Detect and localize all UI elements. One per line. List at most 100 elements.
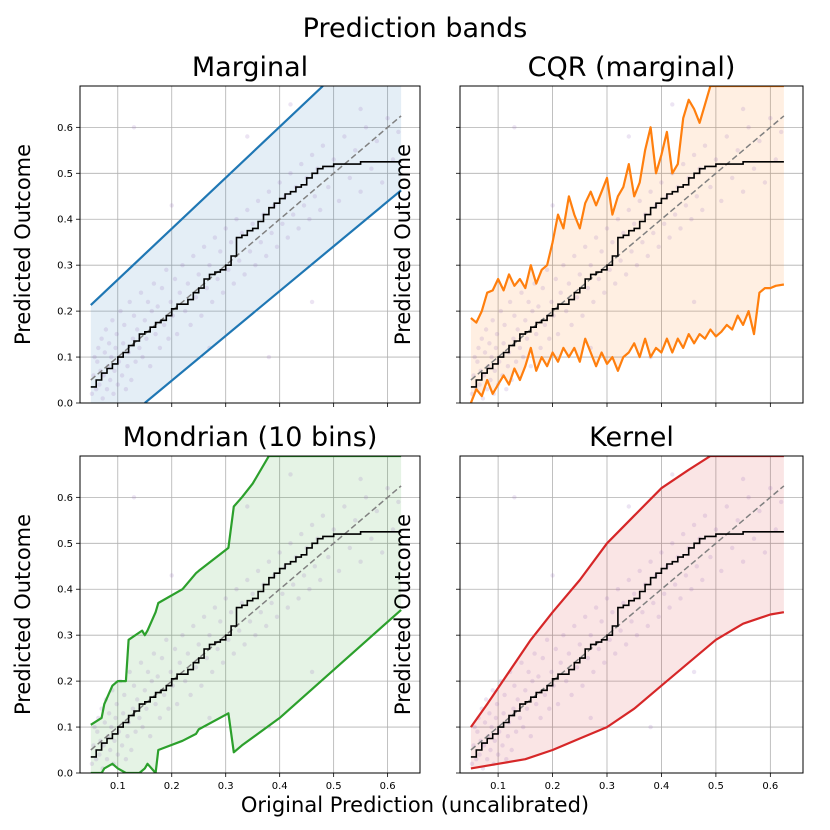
scatter-point	[201, 614, 207, 619]
y-tick-label: 0.3	[57, 631, 73, 642]
scatter-point	[157, 345, 163, 351]
scatter-point	[320, 143, 326, 148]
scatter-point	[547, 706, 552, 711]
x-tick-label: 0.2	[545, 781, 561, 792]
subplot-title: Kernel	[589, 422, 674, 453]
scatter-point	[336, 198, 342, 204]
scatter-point	[740, 559, 746, 564]
y-axis-label: Predicted Outcome	[11, 144, 35, 345]
scatter-point	[607, 637, 612, 642]
scatter-point	[183, 678, 188, 684]
scatter-point	[494, 701, 500, 707]
grid	[80, 86, 420, 404]
scatter-point	[689, 587, 694, 592]
scatter-point	[477, 752, 482, 757]
scatter-point	[358, 559, 363, 564]
scatter-point	[694, 194, 699, 199]
scatter-point	[564, 308, 569, 314]
scatter-point	[667, 605, 672, 610]
scatter-point	[623, 272, 629, 277]
scatter-point	[106, 711, 112, 716]
scatter-point	[309, 152, 315, 158]
scatter-point	[481, 743, 487, 748]
scatter-point	[269, 230, 274, 236]
scatter-point	[369, 166, 374, 171]
scatter-point	[746, 125, 751, 130]
scatter-point	[553, 276, 558, 282]
scatter-point	[119, 373, 125, 378]
scatter-point	[746, 495, 751, 500]
plot-area	[469, 456, 785, 771]
scatter-point	[212, 235, 218, 240]
scatter-point	[588, 715, 593, 721]
scatter-point	[131, 125, 137, 130]
scatter-point	[307, 587, 312, 592]
scatter-point	[735, 518, 740, 523]
scatter-point	[169, 573, 174, 578]
scatter-point	[596, 646, 601, 652]
scatter-point	[483, 697, 489, 702]
scatter-point	[159, 655, 165, 661]
scatter-point	[632, 591, 637, 596]
identity-line	[90, 485, 402, 751]
scatter-point	[493, 345, 499, 351]
identity-line	[470, 485, 785, 751]
scatter-point	[610, 240, 615, 245]
scatter-point	[702, 513, 708, 518]
scatter-point	[210, 299, 215, 305]
scatter-point	[109, 354, 114, 360]
scatter-point	[735, 148, 740, 153]
scatter-point	[97, 752, 102, 757]
scatter-point	[482, 350, 488, 355]
scatter-point	[168, 299, 173, 305]
x-tick-label: 0.5	[708, 781, 724, 792]
scatter-point	[558, 660, 563, 665]
scatter-point	[640, 240, 645, 245]
scatter-point	[542, 692, 548, 698]
scatter-point	[280, 221, 285, 226]
scatter-point	[504, 757, 509, 762]
scatter-point	[561, 633, 566, 638]
scatter-point	[122, 692, 127, 698]
scatter-point	[523, 688, 528, 693]
scatter-point	[740, 476, 746, 482]
scatter-point	[131, 313, 137, 318]
scatter-point	[307, 217, 312, 222]
prediction-band	[90, 86, 402, 403]
scatter-point	[730, 175, 735, 181]
scatter-point	[550, 573, 555, 578]
scatter-point	[481, 373, 487, 378]
scatter-point	[626, 504, 631, 509]
scatter-point	[498, 308, 503, 314]
subplot-title: Mondrian (10 bins)	[123, 422, 378, 453]
scatter-point	[108, 377, 113, 383]
scatter-point	[97, 382, 102, 387]
scatter-point	[245, 504, 250, 509]
scatter-point	[301, 573, 307, 578]
y-tick-label: 0.0	[57, 769, 73, 780]
scatter-point	[144, 706, 149, 711]
scatter-point	[199, 313, 204, 318]
scatter-point	[585, 285, 591, 291]
scatter-point	[207, 633, 212, 638]
scatter-point	[247, 249, 253, 254]
scatter-point	[648, 189, 653, 194]
scatter-point	[177, 660, 182, 665]
scatter-point	[255, 568, 261, 574]
scatter-point	[656, 614, 661, 619]
scatter-point	[526, 669, 531, 675]
scatter-point	[162, 322, 167, 328]
scatter-point	[288, 171, 293, 176]
y-tick-label: 0.4	[57, 585, 73, 596]
scatter-point	[751, 166, 757, 171]
scatter-point	[662, 221, 667, 226]
scatter-point	[148, 734, 153, 739]
scatter-point	[131, 683, 137, 688]
scatter-point	[125, 734, 130, 739]
scatter-point	[358, 189, 363, 194]
scatter-point	[291, 212, 296, 217]
scatter-point	[488, 747, 493, 753]
prediction-band	[90, 456, 402, 773]
scatter-point	[490, 688, 495, 693]
scatter-point	[523, 318, 528, 323]
